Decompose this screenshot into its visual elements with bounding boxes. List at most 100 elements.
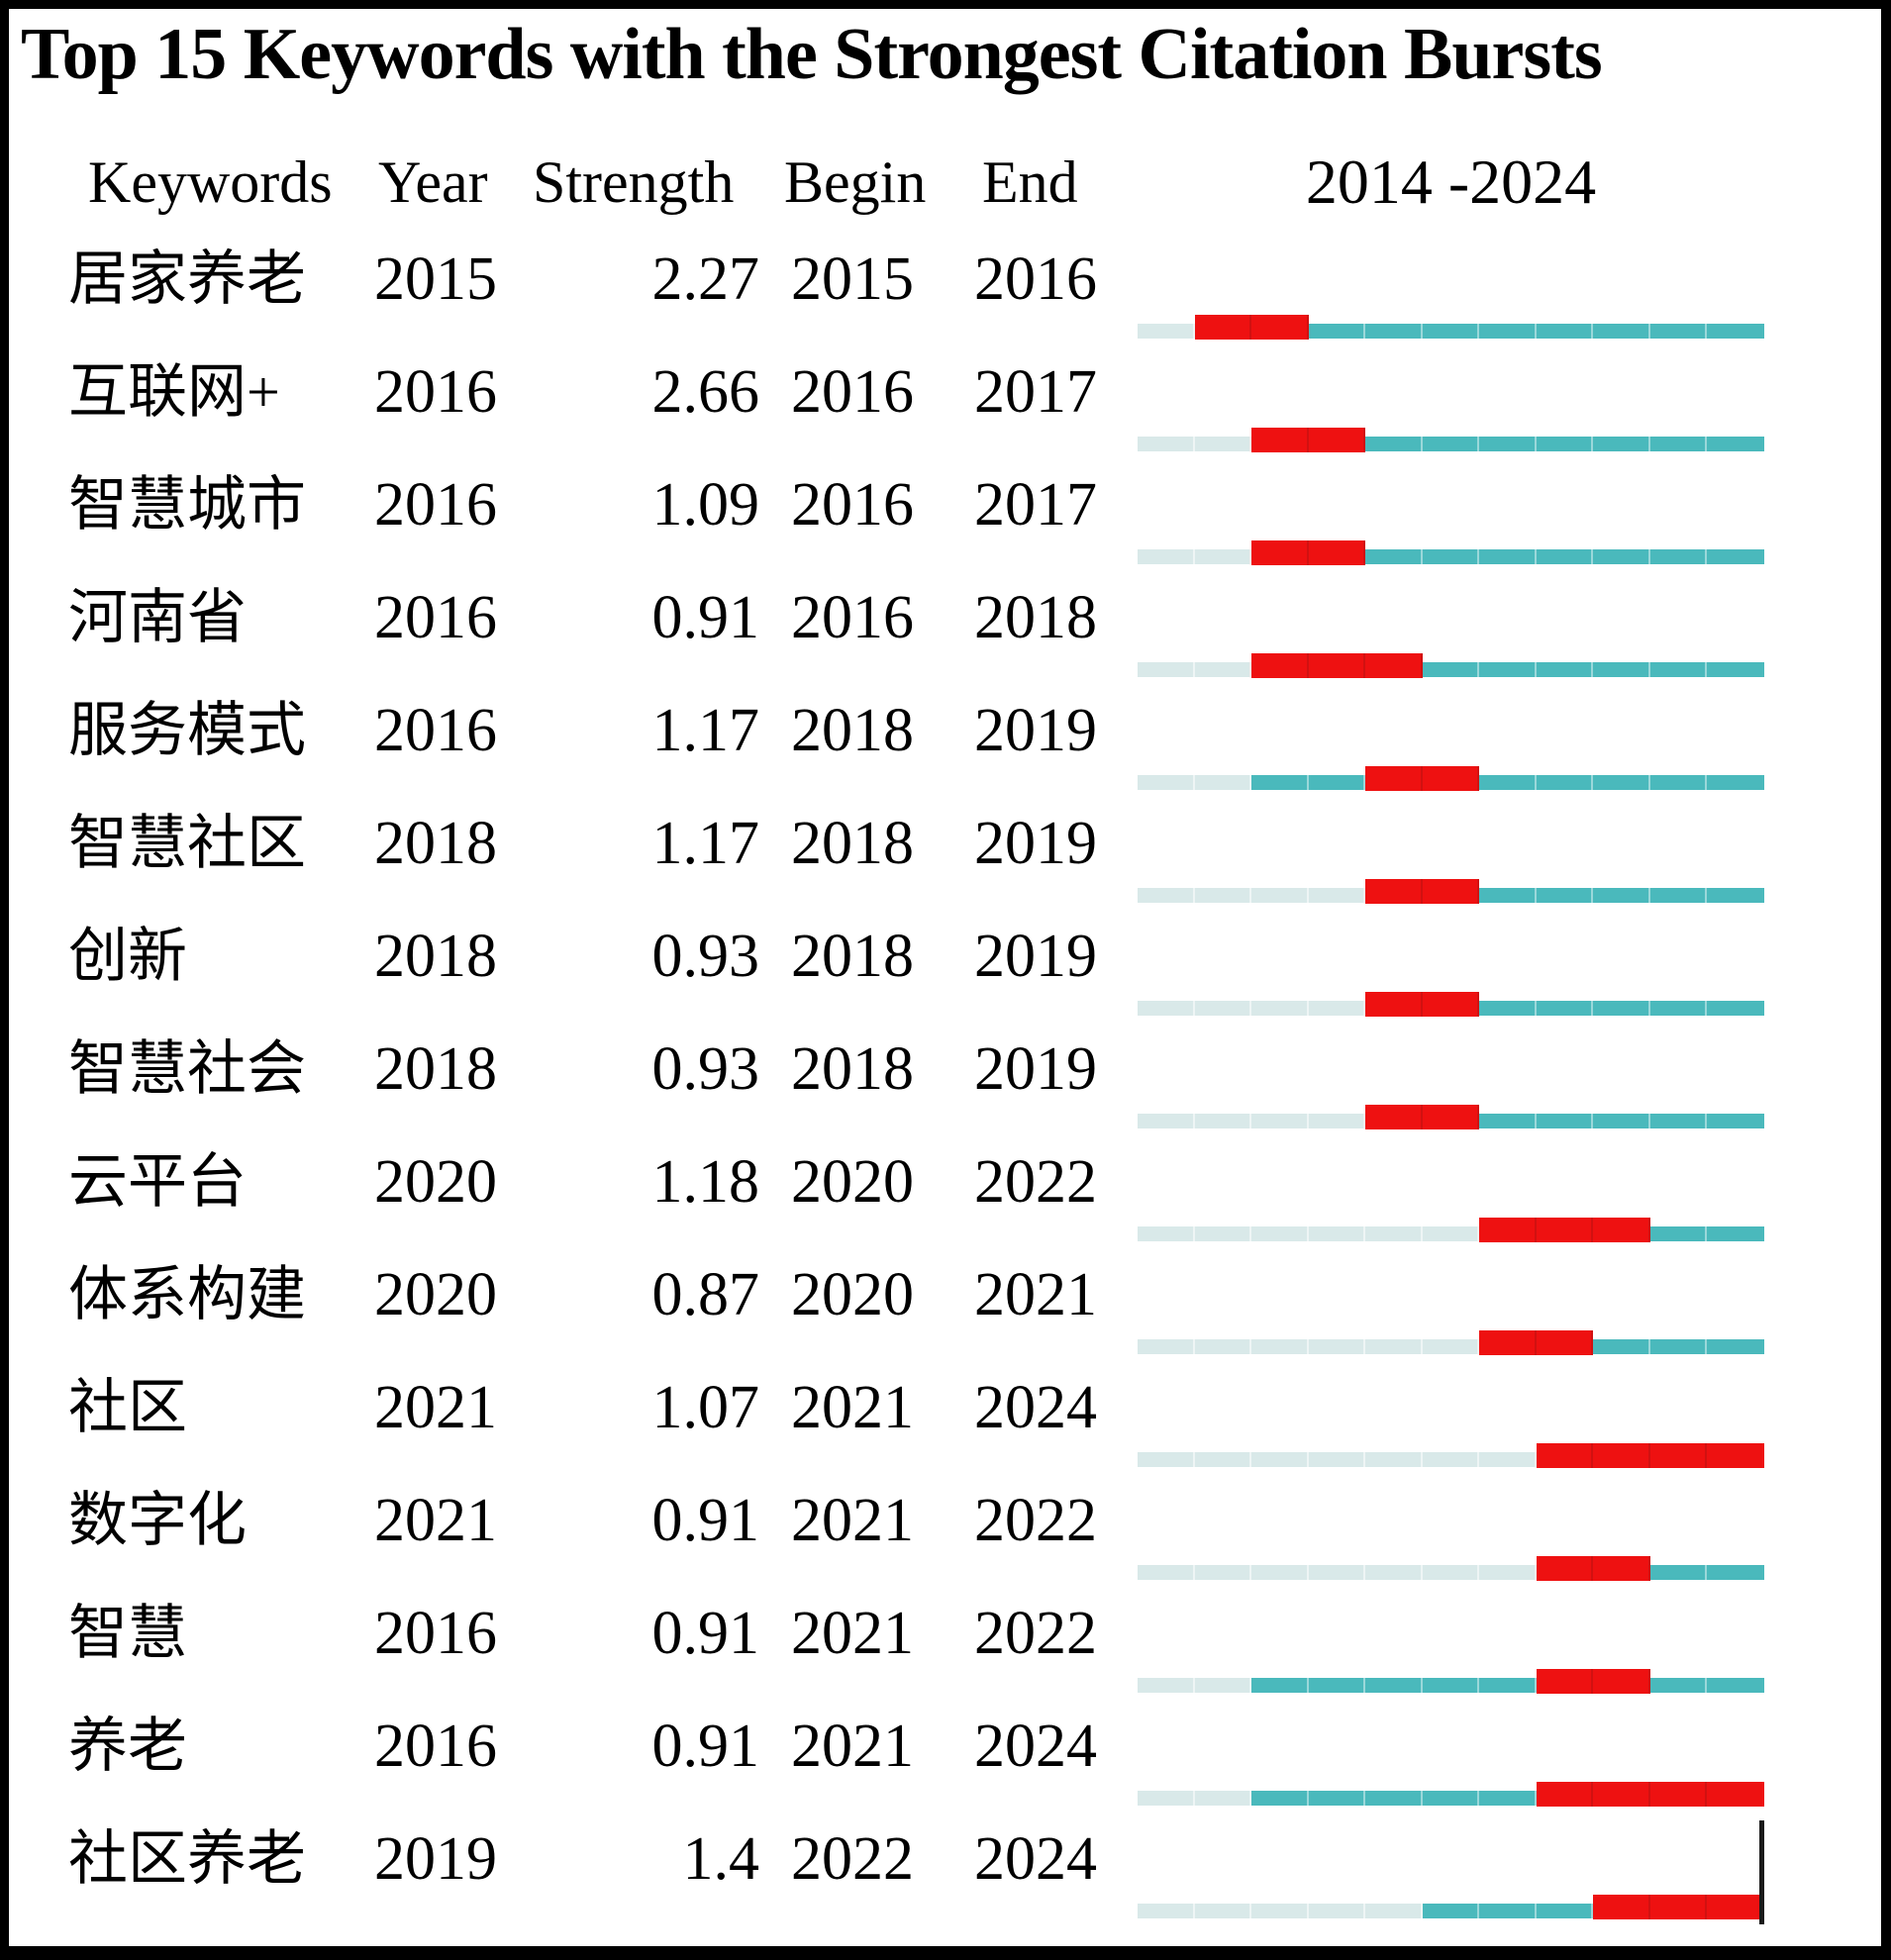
year-segment-active [1479, 437, 1537, 451]
year-segment-active [1707, 1339, 1764, 1354]
year-segment-active [1251, 1791, 1309, 1806]
year-segment-burst [1251, 428, 1309, 452]
year-segment-pre [1365, 1452, 1423, 1467]
year-segment-pre [1308, 1904, 1365, 1918]
begin-value: 2021 [791, 1487, 914, 1554]
year-segment-pre [1194, 1226, 1251, 1241]
column-header-year-range: 2014 -2024 [1305, 147, 1597, 217]
year-value: 2016 [374, 584, 497, 651]
keyword-label: 创新 [68, 924, 187, 989]
end-value: 2022 [974, 1148, 1097, 1216]
year-segment-active [1649, 775, 1707, 790]
burst-timeline-bar [1138, 315, 1764, 340]
burst-timeline-bar [1138, 540, 1764, 565]
column-header-begin: Begin [784, 149, 927, 215]
begin-value: 2016 [791, 584, 914, 651]
keyword-label: 河南省 [68, 585, 247, 650]
year-segment-burst [1536, 1556, 1593, 1581]
keyword-label: 数字化 [68, 1488, 247, 1553]
year-segment-pre [1251, 1226, 1309, 1241]
year-segment-pre [1194, 888, 1251, 903]
year-segment-burst [1536, 1443, 1593, 1468]
year-segment-burst [1365, 992, 1423, 1017]
year-segment-pre [1138, 1339, 1195, 1354]
keyword-label: 体系构建 [68, 1262, 306, 1327]
table-row: 云平台 2020 1.18 2020 2022 [9, 1145, 1881, 1258]
burst-timeline-bar [1138, 653, 1764, 678]
strength-value: 1.18 [651, 1148, 760, 1216]
year-value: 2016 [374, 471, 497, 539]
table-header: Keywords Year Strength Begin End 2014 -2… [9, 146, 1881, 219]
year-segment-pre [1138, 1114, 1195, 1128]
year-segment-pre [1308, 1565, 1365, 1580]
year-segment-pre [1138, 1678, 1195, 1693]
year-value: 2016 [374, 358, 497, 426]
year-segment-active [1536, 1001, 1593, 1016]
cursor-line [1759, 1820, 1764, 1924]
keyword-label: 居家养老 [68, 246, 306, 312]
year-segment-active [1593, 888, 1650, 903]
year-segment-pre [1365, 1226, 1423, 1241]
year-segment-active [1308, 775, 1365, 790]
year-segment-pre [1251, 1001, 1309, 1016]
keyword-label: 互联网+ [68, 359, 280, 425]
year-value: 2020 [374, 1261, 497, 1328]
year-segment-pre [1138, 437, 1195, 451]
burst-timeline-bar [1138, 428, 1764, 452]
year-segment-pre [1479, 1452, 1537, 1467]
year-segment-pre [1194, 1001, 1251, 1016]
year-segment-pre [1138, 1791, 1195, 1806]
year-segment-burst [1593, 1669, 1650, 1694]
year-segment-burst [1536, 1782, 1593, 1807]
year-segment-active [1422, 549, 1479, 564]
year-segment-active [1536, 1114, 1593, 1128]
year-value: 2020 [374, 1148, 497, 1216]
year-segment-burst [1365, 879, 1423, 904]
end-value: 2017 [974, 471, 1097, 539]
strength-value: 0.87 [651, 1261, 760, 1328]
year-segment-burst [1707, 1443, 1764, 1468]
year-segment-active [1365, 324, 1423, 339]
year-segment-active [1593, 1001, 1650, 1016]
year-segment-active [1707, 888, 1764, 903]
table-row: 服务模式 2016 1.17 2018 2019 [9, 694, 1881, 807]
year-segment-active [1593, 324, 1650, 339]
end-value: 2024 [974, 1374, 1097, 1441]
year-value: 2018 [374, 923, 497, 990]
year-segment-burst [1422, 1105, 1479, 1129]
year-segment-burst [1593, 1895, 1650, 1919]
begin-value: 2018 [791, 697, 914, 764]
year-segment-active [1707, 775, 1764, 790]
burst-timeline-bar [1138, 992, 1764, 1017]
year-segment-active [1479, 1904, 1537, 1918]
year-segment-pre [1365, 1339, 1423, 1354]
year-segment-pre [1308, 1452, 1365, 1467]
year-segment-pre [1308, 1001, 1365, 1016]
year-segment-burst [1422, 879, 1479, 904]
begin-value: 2018 [791, 923, 914, 990]
burst-timeline-bar [1138, 1218, 1764, 1242]
year-segment-active [1649, 437, 1707, 451]
year-segment-active [1422, 1791, 1479, 1806]
strength-value: 0.91 [651, 584, 760, 651]
year-segment-burst [1194, 315, 1251, 340]
keyword-label: 智慧城市 [68, 472, 306, 538]
year-segment-pre [1194, 1904, 1251, 1918]
year-value: 2016 [374, 1713, 497, 1780]
year-segment-burst [1308, 540, 1365, 565]
year-segment-pre [1138, 662, 1195, 677]
year-segment-burst [1365, 653, 1423, 678]
year-segment-active [1593, 1114, 1650, 1128]
year-segment-pre [1138, 888, 1195, 903]
year-segment-active [1422, 1678, 1479, 1693]
year-segment-active [1422, 324, 1479, 339]
year-segment-pre [1251, 1904, 1309, 1918]
year-segment-active [1593, 1339, 1650, 1354]
year-segment-active [1536, 324, 1593, 339]
year-segment-pre [1138, 1001, 1195, 1016]
year-segment-burst [1536, 1218, 1593, 1242]
year-segment-burst [1365, 766, 1423, 791]
keyword-label: 智慧社会 [68, 1036, 306, 1102]
table-row: 智慧社区 2018 1.17 2018 2019 [9, 807, 1881, 920]
